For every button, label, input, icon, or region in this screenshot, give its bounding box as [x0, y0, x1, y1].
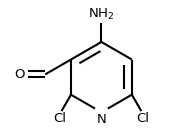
Text: Cl: Cl: [136, 112, 149, 125]
Text: Cl: Cl: [54, 112, 67, 125]
Text: N: N: [97, 113, 106, 126]
Text: NH$_2$: NH$_2$: [88, 7, 115, 22]
Text: O: O: [14, 68, 25, 81]
